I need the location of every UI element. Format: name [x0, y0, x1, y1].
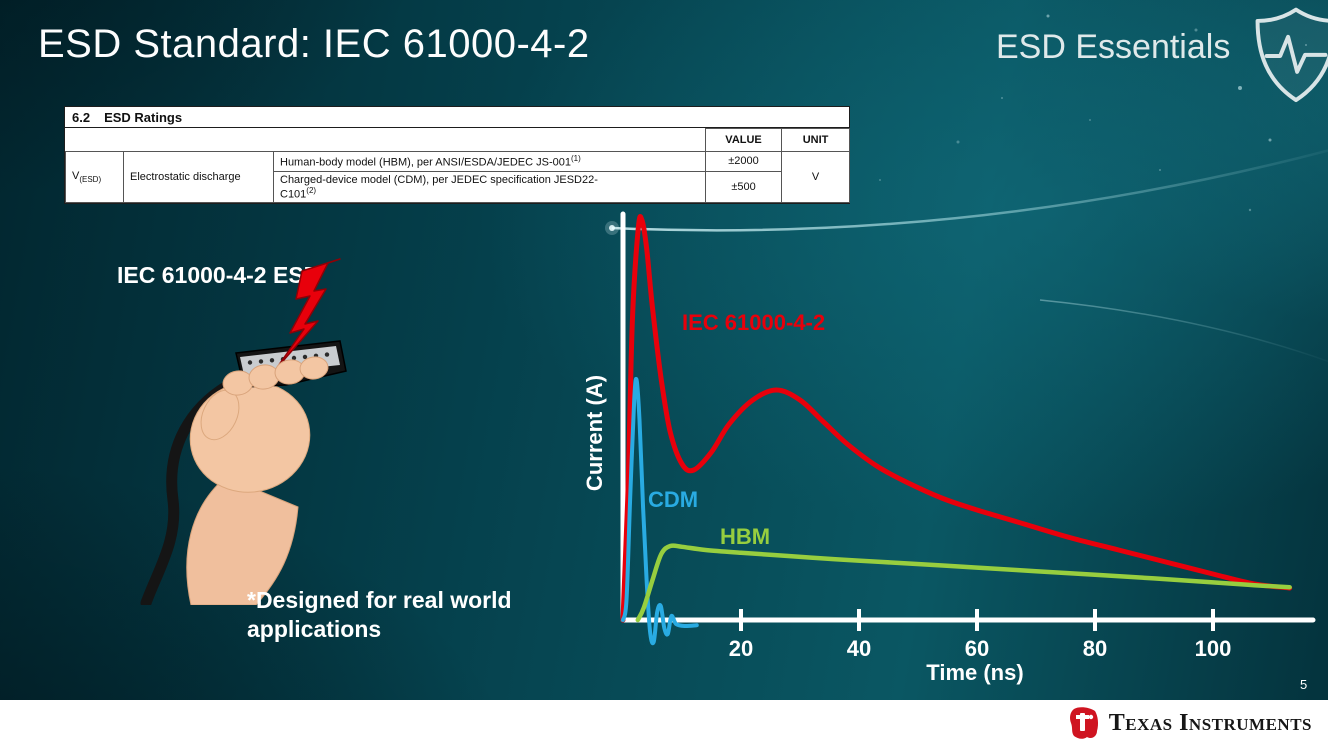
page-number: 5	[1300, 677, 1308, 692]
y-axis-label: Current (A)	[582, 374, 607, 492]
parameter-cell: Electrostatic discharge	[123, 150, 274, 204]
ti-logo-icon	[1069, 707, 1098, 739]
series-curve-IEC 61000-4-2	[620, 214, 1293, 623]
unit-column-header: UNIT	[781, 128, 851, 152]
symbol-cell: V(ESD)	[65, 150, 124, 204]
x-tick-label: 20	[729, 636, 753, 661]
x-axis-label: Time (ns)	[926, 660, 1024, 685]
series-label-iec: IEC 61000-4-2	[682, 310, 826, 335]
series-label-cdm: CDM	[648, 487, 699, 512]
series-curve-CDM	[621, 376, 699, 646]
ti-logo: Texas Instruments	[1067, 706, 1312, 740]
value-cell: ±500	[705, 170, 783, 204]
unit-cell: V	[781, 150, 851, 204]
model-cell: Charged-device model (CDM), per JEDEC sp…	[272, 170, 707, 204]
footer-bar: Texas Instruments	[0, 700, 1328, 746]
hand-holding-connector-illustration	[140, 258, 347, 605]
series-curve-HBM	[635, 543, 1292, 623]
table-section-title: 6.2 ESD Ratings	[65, 107, 849, 128]
value-cell: ±2000	[705, 151, 783, 172]
esd-ratings-table: 6.2 ESD Ratings VALUE UNIT V(ESD) Electro…	[64, 106, 851, 205]
table-row: Charged-device model (CDM), per JEDEC sp…	[66, 170, 850, 204]
header-empty-cell	[65, 128, 707, 152]
ti-logo-text: Texas Instruments	[1108, 709, 1312, 736]
x-tick-label: 40	[847, 636, 871, 661]
designed-footnote: *Designed for real world applications	[247, 587, 512, 643]
iec-esd-caption: IEC 61000-4-2 ESD	[117, 262, 321, 288]
x-tick-label: 60	[965, 636, 989, 661]
chart-axes	[620, 211, 1316, 623]
esd-waveform-chart: 20 40 60 80 100	[620, 211, 1316, 661]
series-label-hbm: HBM	[720, 524, 771, 549]
esd-essentials-label: ESD Essentials	[996, 28, 1231, 66]
palm-graphic	[189, 381, 311, 493]
table-row: V(ESD) Electrostatic discharge Human-bod…	[65, 150, 851, 204]
x-tick-label: 80	[1083, 636, 1107, 661]
model-cell: Human-body model (HBM), per ANSI/ESDA/JE…	[272, 151, 707, 172]
finger-graphic	[299, 356, 329, 380]
page-title: ESD Standard: IEC 61000-4-2	[38, 22, 590, 66]
shield-pulse-icon	[1248, 4, 1328, 108]
x-tick-label: 100	[1195, 636, 1232, 661]
value-column-header: VALUE	[705, 128, 783, 152]
